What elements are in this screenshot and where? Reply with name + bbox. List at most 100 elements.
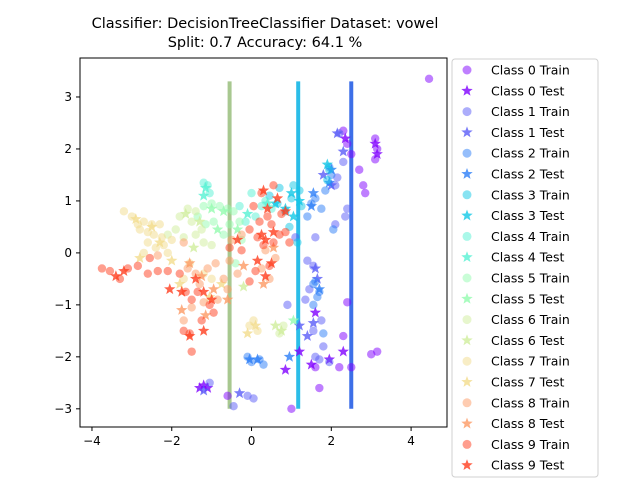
- class-5-train-point: [225, 220, 234, 229]
- legend-entry-label: Class 9 Train: [491, 437, 570, 452]
- class-6-train-point: [199, 238, 208, 247]
- class-0-train-point: [355, 165, 364, 174]
- legend[interactable]: Class 0 Train Class 0 Test Class 1 Train Cl…: [451, 58, 599, 478]
- class-9-test-point: [255, 228, 268, 240]
- plot-frame: [79, 57, 448, 428]
- class-8-train-point: [187, 303, 196, 312]
- chart-title-line-1: Classifier: DecisionTreeClassifier Datas…: [91, 16, 439, 32]
- legend-marker-star: [461, 168, 473, 179]
- class-9-test-point: [197, 324, 210, 336]
- class-2-test-point: [243, 353, 256, 365]
- y-tick-label: 3: [64, 90, 72, 104]
- class-5-test-point: [217, 205, 230, 217]
- class-2-test-point: [305, 200, 318, 211]
- class-9-train-point: [225, 243, 234, 252]
- class-7-test-point: [203, 291, 216, 302]
- class-7-test-point: [154, 236, 166, 248]
- class-9-test-point: [189, 272, 202, 284]
- legend-marker-circle: [462, 273, 472, 283]
- class-9-train-point: [249, 201, 258, 211]
- class-7-test-point: [215, 278, 228, 289]
- legend-marker-circle: [462, 107, 472, 117]
- class-9-train-point: [175, 269, 184, 278]
- class-3-train-point: [325, 165, 334, 174]
- class-0-train-point: [287, 404, 296, 414]
- class-9-test-point: [265, 257, 278, 269]
- class-9-test-point: [261, 202, 274, 214]
- class-1-train-point: [229, 402, 238, 411]
- class-3-test-point: [321, 158, 334, 170]
- class-5-train-point: [209, 217, 218, 226]
- class-9-test-point: [267, 226, 280, 237]
- class-9-test-point: [110, 270, 122, 282]
- legend-marker-star: [461, 459, 473, 471]
- legend-marker-star: [461, 251, 473, 263]
- class-5-train-point: [199, 201, 208, 211]
- class-9-train-point: [269, 181, 278, 190]
- legend-marker-circle: [462, 439, 472, 449]
- legend-entry-label: Class 7 Test: [491, 375, 564, 390]
- class-1-train-point: [341, 212, 350, 221]
- class-1-train-point: [309, 326, 318, 336]
- legend-marker-circle: [462, 356, 472, 366]
- class-6-test-point: [193, 215, 206, 227]
- legend-marker-circle: [462, 65, 472, 75]
- class-1-train-point: [249, 394, 258, 403]
- class-0-test-point: [337, 345, 349, 357]
- class-9-train-point: [179, 326, 188, 336]
- legend-entry-label: Class 4 Test: [491, 250, 564, 265]
- y-tick-label: −3: [54, 402, 72, 416]
- legend-entry-label: Class 9 Test: [491, 458, 564, 473]
- class-8-train-point: [225, 256, 234, 265]
- class-9-test-point: [231, 233, 244, 245]
- class-9-train-point: [193, 287, 202, 297]
- class-8-train-point: [179, 238, 188, 247]
- class-3-test-point: [287, 210, 300, 222]
- class-0-train-point: [370, 155, 380, 164]
- chart-title-line-2: Split: 0.7 Accuracy: 64.1 %: [167, 35, 363, 51]
- class-0-train-point: [315, 383, 324, 393]
- class-0-test-point: [305, 358, 318, 370]
- legend-entry-label: Class 0 Train: [491, 63, 570, 78]
- class-3-test-point: [293, 194, 306, 206]
- class-1-train-point: [205, 378, 214, 388]
- class-2-train-point: [319, 329, 328, 338]
- class-0-test-point: [309, 306, 322, 318]
- class-3-train-point: [295, 186, 304, 195]
- class-9-train-point: [245, 277, 254, 286]
- class-8-train-point: [219, 274, 228, 284]
- class-9-train-point: [133, 261, 143, 271]
- class-2-train-point: [321, 186, 330, 195]
- legend-entry-label: Class 2 Test: [491, 167, 564, 182]
- class-1-test-point: [309, 262, 322, 274]
- class-1-train-point: [311, 233, 320, 242]
- class-9-train-point: [259, 240, 268, 250]
- class-6-test-point: [180, 207, 192, 219]
- class-8-test-point: [199, 309, 212, 321]
- class-0-train-point: [347, 149, 356, 159]
- class-7-train-point: [253, 326, 262, 336]
- class-3-train-point: [297, 201, 306, 211]
- class-7-test-point: [130, 213, 142, 224]
- class-0-train-point: [339, 331, 348, 341]
- class-4-test-point: [241, 207, 254, 219]
- class-8-train-point: [233, 269, 242, 278]
- legend-entry-label: Class 6 Train: [491, 312, 570, 327]
- class-2-train-point: [329, 225, 338, 234]
- class-1-train-point: [319, 342, 328, 351]
- data-points: [97, 74, 434, 414]
- class-9-test-point: [197, 285, 210, 297]
- class-8-train-point: [153, 251, 162, 260]
- class-9-train-point: [281, 227, 290, 237]
- legend-marker-circle: [462, 315, 472, 325]
- class-1-test-point: [233, 387, 246, 399]
- class-1-train-point: [343, 204, 352, 213]
- class-6-train-point: [197, 225, 206, 234]
- class-1-train-point: [339, 157, 348, 167]
- class-0-test-point: [369, 137, 381, 149]
- class-7-train-point: [155, 220, 164, 229]
- legend-entry-label: Class 6 Test: [491, 333, 564, 348]
- class-1-test-point: [317, 168, 330, 180]
- class-8-test-point: [267, 241, 280, 253]
